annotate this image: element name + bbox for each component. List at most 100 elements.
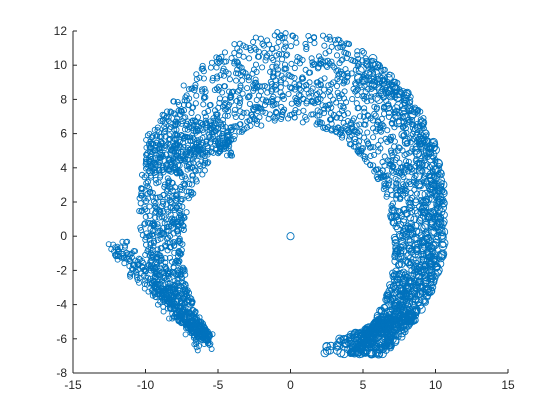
data-point <box>340 119 347 126</box>
data-point <box>407 219 416 228</box>
data-point <box>209 121 215 128</box>
data-point <box>360 113 367 120</box>
data-point <box>164 247 171 254</box>
data-point <box>242 70 249 77</box>
data-point <box>386 157 393 164</box>
data-point <box>207 64 214 71</box>
data-point <box>167 243 174 251</box>
data-point <box>391 111 401 120</box>
data-point <box>363 74 373 84</box>
data-point <box>180 82 187 89</box>
data-point <box>251 104 258 111</box>
x-tick-label: 5 <box>360 378 367 392</box>
data-point <box>413 265 422 274</box>
data-point <box>190 328 197 335</box>
data-point <box>192 167 199 175</box>
data-point <box>160 192 167 199</box>
data-point <box>245 77 252 84</box>
data-point <box>429 142 438 152</box>
data-point <box>174 279 181 286</box>
data-point <box>237 82 244 89</box>
data-point <box>385 86 394 96</box>
data-point <box>396 186 403 194</box>
data-point <box>185 156 192 163</box>
data-point <box>379 318 388 328</box>
data-point <box>356 113 364 120</box>
data-point <box>172 132 179 139</box>
data-point <box>252 34 259 41</box>
data-point <box>428 195 436 203</box>
data-point <box>363 158 370 165</box>
data-point <box>393 185 400 192</box>
data-point <box>175 312 182 319</box>
data-point <box>162 126 169 133</box>
data-point <box>391 239 400 247</box>
data-point <box>333 83 341 90</box>
data-point <box>324 124 331 131</box>
data-point <box>158 214 166 221</box>
data-point <box>374 175 381 182</box>
data-point <box>236 48 243 55</box>
data-point <box>202 141 209 148</box>
data-point <box>193 92 200 99</box>
data-point <box>222 124 229 130</box>
data-point <box>331 37 338 44</box>
data-point <box>147 280 154 287</box>
data-point <box>305 32 312 40</box>
data-point <box>303 81 310 88</box>
data-point <box>182 309 189 316</box>
data-point <box>300 107 307 114</box>
data-point <box>327 36 334 43</box>
data-point <box>180 144 187 150</box>
data-point <box>374 340 383 348</box>
data-point <box>337 102 344 109</box>
data-point <box>418 196 425 203</box>
data-point <box>207 101 214 108</box>
data-point <box>225 140 232 147</box>
data-point <box>172 111 179 118</box>
data-point <box>362 117 369 124</box>
data-point <box>172 197 179 204</box>
data-point <box>311 40 318 47</box>
data-point <box>402 89 412 99</box>
data-point <box>396 118 405 128</box>
data-point <box>212 107 219 114</box>
data-point <box>215 135 222 142</box>
y-tick-label: 0 <box>60 229 67 243</box>
data-point <box>277 89 284 96</box>
data-point <box>281 65 288 72</box>
data-point <box>383 193 390 200</box>
data-point <box>184 133 190 140</box>
data-point <box>406 312 416 321</box>
data-point <box>193 178 200 185</box>
data-point <box>224 138 231 144</box>
data-point <box>181 97 188 104</box>
data-point <box>387 136 395 143</box>
data-point <box>388 119 395 127</box>
data-point <box>278 115 285 123</box>
data-point <box>399 268 408 277</box>
data-point <box>171 126 178 133</box>
data-point <box>417 214 426 224</box>
data-point <box>214 117 221 124</box>
data-point <box>231 41 238 48</box>
data-point <box>310 111 317 118</box>
data-point <box>200 75 207 82</box>
data-point <box>411 206 419 215</box>
data-point <box>391 236 399 244</box>
data-point <box>178 303 185 309</box>
data-point <box>421 152 428 159</box>
data-point <box>412 124 421 133</box>
data-point <box>171 206 178 214</box>
data-point <box>317 82 324 89</box>
data-point <box>189 164 196 171</box>
data-point <box>126 263 133 270</box>
data-point <box>154 132 161 139</box>
data-point <box>299 119 306 126</box>
data-point <box>420 223 430 233</box>
data-point <box>184 166 191 173</box>
data-point <box>141 285 148 292</box>
data-point <box>132 264 139 271</box>
data-point <box>387 187 394 194</box>
data-point <box>133 274 140 281</box>
